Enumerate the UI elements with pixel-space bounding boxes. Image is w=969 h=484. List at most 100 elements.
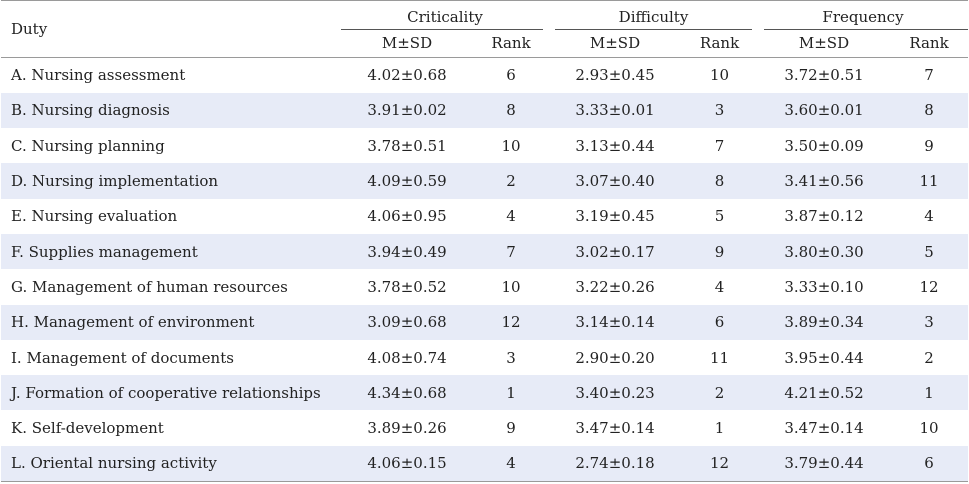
frequency-rank-cell: 7 (924, 66, 934, 85)
frequency-rank-cell: 12 (919, 277, 939, 296)
header-row-groups: Duty Criticality Difficulty Frequency (1, 1, 968, 38)
table-row: F. Supplies management 3.94±0.49 7 3.02±0.1… (1, 233, 968, 270)
difficulty-rank-cell: 5 (714, 207, 725, 226)
criticality-rank-cell: 10 (501, 277, 521, 296)
criticality-msd-cell: 4.34±0.68 (367, 383, 447, 402)
difficulty-msd-cell: 3.33±0.01 (575, 101, 655, 120)
difficulty-msd-cell: 3.07±0.40 (575, 172, 655, 191)
difficulty-msd-cell: 3.13±0.44 (575, 136, 655, 155)
frequency-msd-cell: 3.60±0.01 (784, 101, 864, 120)
criticality-msd-cell: 3.94±0.49 (367, 242, 447, 261)
criticality-msd-cell: 3.91±0.02 (367, 101, 447, 120)
criticality-rank-cell: 9 (506, 419, 516, 438)
duty-cell: C. Nursing planning (11, 136, 165, 155)
criticality-rank-cell: 4 (506, 454, 516, 473)
table-row: K. Self-development 3.89±0.26 9 3.47±0.14 1 3… (1, 410, 968, 445)
criticality-msd-header: M±SD (381, 34, 433, 53)
difficulty-rank-cell: 8 (714, 172, 725, 191)
difficulty-msd-cell: 2.74±0.18 (575, 454, 655, 473)
duty-cell: A. Nursing assessment (11, 66, 186, 85)
criticality-header-label: Criticality (407, 7, 483, 26)
frequency-rank-cell: 2 (924, 348, 934, 367)
duty-cell: D. Nursing implementation (11, 172, 219, 191)
difficulty-msd-cell: 2.93±0.45 (575, 66, 655, 85)
table-row: I. Management of documents 4.08±0.74 3 2.90… (1, 340, 968, 375)
criticality-msd-cell: 3.89±0.26 (367, 419, 447, 438)
header-row-sub: M±SD Rank M±SD Rank M±SD Rank (1, 30, 968, 58)
criticality-msd-cell: 3.78±0.51 (367, 136, 447, 155)
frequency-rank-cell: 1 (924, 383, 934, 402)
frequency-msd-cell: 3.50±0.09 (784, 136, 864, 155)
difficulty-rank-cell: 9 (714, 242, 725, 261)
duty-cell: E. Nursing evaluation (11, 207, 178, 226)
frequency-msd-cell: 3.89±0.34 (784, 313, 864, 332)
frequency-msd-cell: 3.95±0.44 (784, 348, 864, 367)
duty-cell: K. Self-development (11, 419, 164, 438)
frequency-rank-cell: 5 (924, 242, 934, 261)
frequency-msd-cell: 3.47±0.14 (784, 419, 864, 438)
table-row: L. Oriental nursing activity 4.06±0.15 4 2.… (1, 445, 968, 482)
difficulty-msd-cell: 3.40±0.23 (575, 383, 655, 402)
difficulty-msd-cell: 3.47±0.14 (575, 419, 655, 438)
table-row: A. Nursing assessment 4.02±0.68 6 2.93±0.45… (1, 58, 968, 93)
criticality-msd-cell: 4.09±0.59 (367, 172, 447, 191)
criticality-msd-cell: 4.02±0.68 (367, 66, 447, 85)
difficulty-rank-cell: 12 (709, 454, 730, 473)
difficulty-rank-cell: 2 (714, 383, 725, 402)
table-row: H. Management of environment 3.09±0.68 12 3… (1, 304, 968, 340)
table-row: J. Formation of cooperative relationship… (1, 375, 968, 411)
frequency-header-label: Frequency (822, 7, 904, 26)
table-body: A. Nursing assessment 4.02±0.68 6 2.93±0.45… (1, 58, 968, 482)
criticality-rank-cell: 1 (506, 383, 516, 402)
frequency-rank-cell: 11 (919, 172, 939, 191)
duty-cell: J. Formation of cooperative relationship… (11, 383, 321, 402)
table-row: C. Nursing planning 3.78±0.51 10 3.13±0.44 7… (1, 128, 968, 163)
difficulty-msd-cell: 3.22±0.26 (575, 277, 655, 296)
difficulty-msd-cell: 3.02±0.17 (575, 242, 655, 261)
duty-cell: I. Management of documents (11, 348, 234, 367)
frequency-rank-cell: 4 (924, 207, 934, 226)
criticality-rank-cell: 10 (501, 136, 521, 155)
criticality-msd-cell: 3.09±0.68 (367, 313, 447, 332)
difficulty-rank-header: Rank (699, 34, 740, 53)
criticality-rank-cell: 3 (506, 348, 516, 367)
frequency-msd-header: M±SD (798, 34, 850, 53)
difficulty-rank-cell: 3 (714, 101, 725, 120)
difficulty-rank-cell: 1 (714, 419, 725, 438)
frequency-msd-cell: 3.87±0.12 (784, 207, 864, 226)
difficulty-header: Difficulty (549, 1, 758, 30)
criticality-msd-cell: 4.08±0.74 (367, 348, 447, 367)
criticality-rank-cell: 12 (501, 313, 521, 332)
difficulty-rank-cell: 4 (714, 277, 725, 296)
frequency-rank-cell: 9 (924, 136, 934, 155)
difficulty-rank-cell: 11 (709, 348, 730, 367)
table-row: B. Nursing diagnosis 3.91±0.02 8 3.33±0.01 3… (1, 92, 968, 129)
table-row: D. Nursing implementation 4.09±0.59 2 3.07±… (1, 163, 968, 199)
frequency-msd-cell: 3.80±0.30 (784, 242, 864, 261)
frequency-rank-cell: 6 (924, 454, 934, 473)
criticality-rank-cell: 2 (506, 172, 516, 191)
frequency-rank-cell: 3 (924, 313, 934, 332)
frequency-rank-header: Rank (909, 34, 949, 53)
table-row: G. Management of human resources 3.78±0.5… (1, 269, 968, 304)
difficulty-rank-cell: 10 (709, 66, 730, 85)
duty-cell: G. Management of human resources (11, 277, 288, 296)
criticality-msd-cell: 3.78±0.52 (367, 277, 447, 296)
table-row: E. Nursing evaluation 4.06±0.95 4 3.19±0.45… (1, 199, 968, 234)
duty-cell: L. Oriental nursing activity (11, 454, 217, 473)
frequency-msd-cell: 3.72±0.51 (784, 66, 864, 85)
difficulty-header-label: Difficulty (618, 7, 689, 26)
frequency-msd-cell: 3.33±0.10 (784, 277, 864, 296)
difficulty-msd-cell: 2.90±0.20 (575, 348, 655, 367)
difficulty-rank-cell: 6 (714, 313, 725, 332)
difficulty-msd-header: M±SD (589, 34, 641, 53)
difficulty-rank-cell: 7 (714, 136, 725, 155)
criticality-rank-cell: 8 (506, 101, 516, 120)
duty-cell: B. Nursing diagnosis (11, 101, 170, 120)
criticality-rank-cell: 6 (506, 66, 516, 85)
criticality-header: Criticality (341, 1, 549, 30)
criticality-rank-cell: 4 (506, 207, 516, 226)
frequency-msd-cell: 3.79±0.44 (784, 454, 864, 473)
duty-column-header: Duty (11, 20, 48, 38)
